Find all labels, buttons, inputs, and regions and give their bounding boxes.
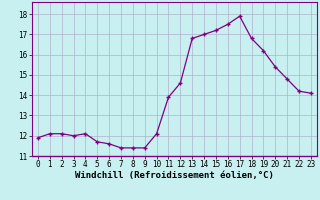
X-axis label: Windchill (Refroidissement éolien,°C): Windchill (Refroidissement éolien,°C)	[75, 171, 274, 180]
